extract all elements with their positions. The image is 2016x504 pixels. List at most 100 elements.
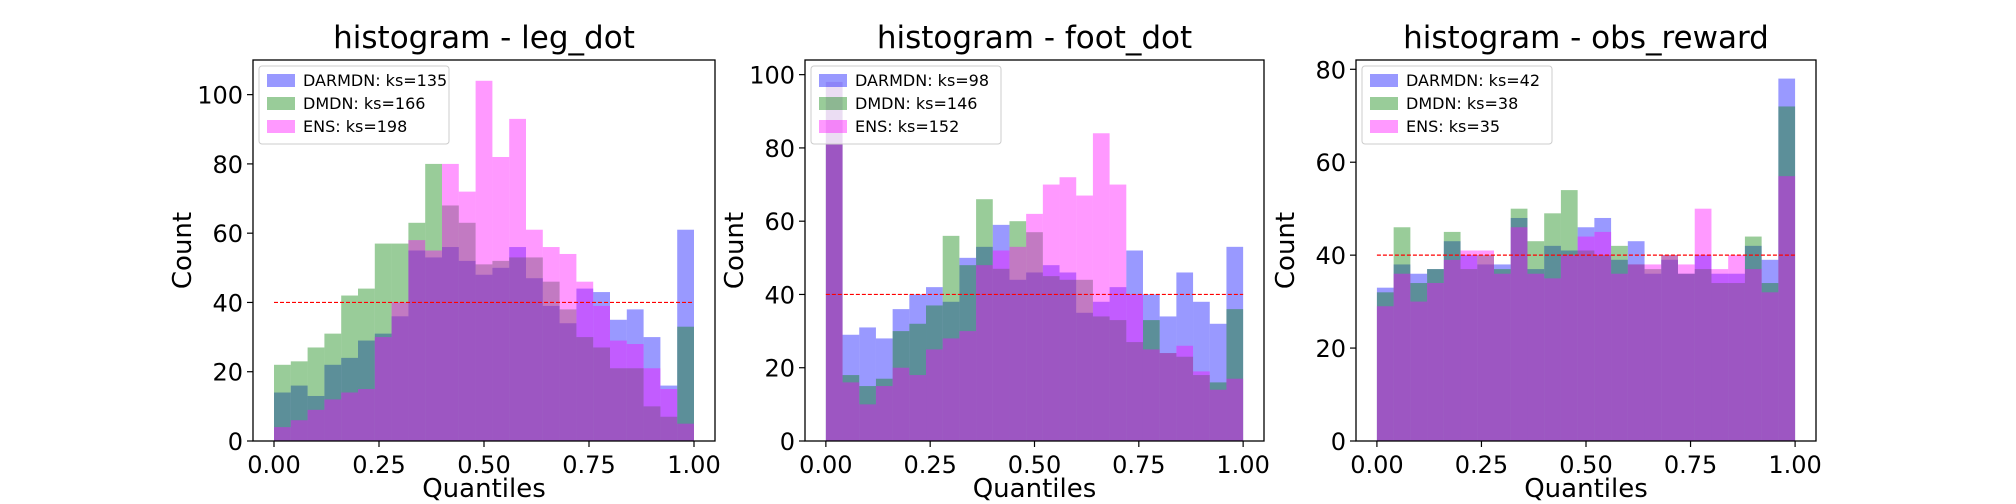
- histogram-bar: [992, 250, 1010, 441]
- histogram-bar: [1009, 221, 1027, 441]
- histogram-bar: [1226, 378, 1244, 441]
- histogram-bar: [274, 364, 291, 441]
- histogram-bar: [660, 385, 678, 441]
- y-tick-label: 80: [212, 151, 243, 179]
- histogram-bar: [290, 361, 308, 441]
- histogram-bar: [1193, 375, 1210, 441]
- legend-swatch: [819, 120, 847, 133]
- histogram-bar: [307, 347, 325, 441]
- histogram-bar: [576, 288, 594, 441]
- histogram-bar: [492, 267, 510, 441]
- histogram-bar: [1193, 371, 1210, 441]
- histogram-bar: [1761, 292, 1779, 441]
- histogram-bar: [992, 224, 1010, 441]
- histogram-bar: [526, 278, 543, 441]
- histogram-bar: [1427, 269, 1444, 441]
- histogram-bar: [391, 316, 409, 441]
- histogram-bar: [626, 344, 644, 441]
- histogram-bar: [1594, 231, 1612, 441]
- histogram-bar: [458, 191, 476, 441]
- x-tick-label: 0.00: [799, 451, 852, 479]
- histogram-bar: [307, 395, 325, 441]
- histogram-bar: [1460, 269, 1478, 441]
- legend-swatch: [819, 74, 847, 87]
- histogram-bar: [1577, 250, 1595, 441]
- histogram-bar: [1577, 227, 1595, 441]
- x-tick-label: 0.75: [1664, 451, 1717, 479]
- histogram-bar: [1544, 213, 1561, 441]
- histogram-bar: [1443, 259, 1461, 441]
- x-tick-label: 1.00: [1216, 451, 1269, 479]
- histogram-bar: [610, 319, 627, 441]
- histogram-bar: [1728, 283, 1745, 441]
- histogram-bar: [1076, 279, 1093, 441]
- histogram-bar: [1393, 264, 1411, 441]
- histogram-bar: [526, 229, 543, 441]
- histogram-bar: [1393, 273, 1411, 441]
- histogram-bar: [1059, 279, 1077, 441]
- histogram-bar: [1109, 320, 1127, 441]
- histogram-bar: [341, 295, 358, 441]
- histogram-bar: [1026, 213, 1043, 441]
- histogram-bar: [1142, 320, 1160, 441]
- histogram-bar: [341, 357, 358, 441]
- y-tick-label: 80: [764, 135, 795, 163]
- y-tick-label: 40: [212, 289, 243, 317]
- histogram-bar: [559, 323, 577, 441]
- histogram-bar: [1678, 273, 1695, 441]
- legend-entry-label: ENS: ks=198: [303, 117, 407, 136]
- panel-title: histogram - obs_reward: [1403, 20, 1769, 56]
- histogram-bar: [1443, 241, 1461, 441]
- histogram-bar: [1510, 217, 1528, 441]
- panel-title: histogram - leg_dot: [333, 20, 635, 56]
- histogram-bar: [324, 333, 342, 441]
- histogram-bar: [593, 305, 610, 441]
- histogram-bar: [1126, 342, 1143, 441]
- histogram-bar: [408, 240, 426, 441]
- histogram-bar: [976, 199, 993, 441]
- histogram-bar: [559, 253, 577, 441]
- histogram-bar: [1494, 269, 1511, 441]
- bar-series-dmdn: [1376, 106, 1796, 442]
- histogram-bar: [1376, 292, 1394, 441]
- histogram-bar: [1627, 241, 1645, 441]
- legend-entry-label: DMDN: ks=38: [1406, 94, 1518, 113]
- bar-series-ens: [274, 80, 694, 442]
- histogram-bar: [875, 338, 893, 441]
- histogram-bar: [610, 368, 627, 441]
- histogram-bar: [1427, 283, 1444, 441]
- histogram-bar: [1126, 250, 1143, 441]
- y-tick-label: 40: [1315, 242, 1346, 270]
- histogram-bar: [1694, 208, 1712, 441]
- histogram-bar: [1560, 250, 1578, 441]
- histogram-bar: [1711, 273, 1729, 441]
- histogram-bar: [1142, 294, 1160, 441]
- y-tick-label: 20: [764, 355, 795, 383]
- histogram-bar: [1109, 287, 1127, 441]
- histogram-bar: [1193, 301, 1210, 441]
- histogram-bar: [274, 392, 291, 441]
- histogram-bar: [492, 260, 510, 441]
- histogram-bar: [1059, 177, 1077, 441]
- histogram-bar: [1026, 272, 1043, 441]
- x-axis-label: Quantiles: [973, 474, 1097, 504]
- bar-series-darmdn: [1376, 78, 1796, 442]
- histogram-bar: [593, 292, 610, 441]
- histogram-bar: [942, 235, 960, 441]
- y-tick-label: 20: [212, 359, 243, 387]
- histogram-bar: [458, 222, 476, 441]
- legend-entry-label: DARMDN: ks=42: [1406, 71, 1540, 90]
- legend-swatch: [1370, 120, 1398, 133]
- legend-entry-label: ENS: ks=35: [1406, 117, 1500, 136]
- histogram-bar: [374, 243, 392, 441]
- y-tick-label: 60: [212, 220, 243, 248]
- histogram-bar: [976, 265, 993, 441]
- histogram-bar: [274, 427, 291, 441]
- histogram-bar: [1711, 269, 1729, 441]
- histogram-bar: [875, 386, 893, 441]
- histogram-bar: [1460, 250, 1478, 441]
- histogram-bar: [542, 247, 560, 441]
- histogram-bar: [992, 268, 1010, 441]
- histogram-bar: [358, 389, 375, 441]
